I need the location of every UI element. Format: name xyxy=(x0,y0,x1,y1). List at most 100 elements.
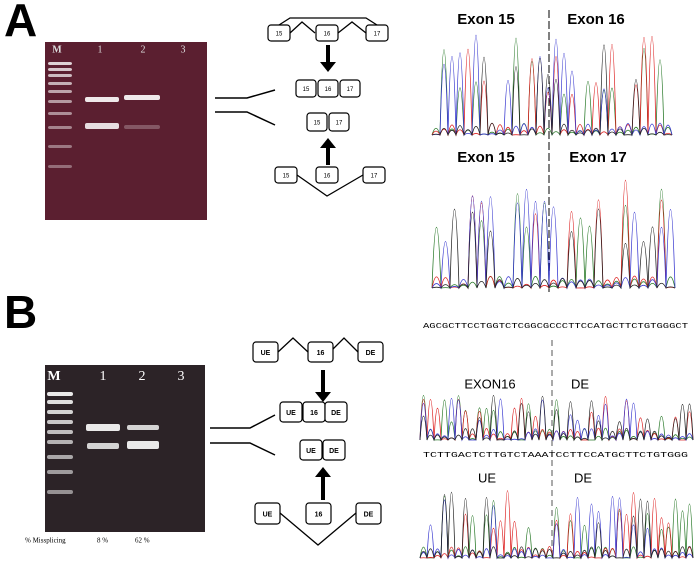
arrow xyxy=(315,392,331,402)
gel-band xyxy=(47,410,73,414)
gel-band xyxy=(47,470,73,474)
gel-band xyxy=(47,400,73,404)
exon-box xyxy=(355,502,382,525)
missplicing-label: % Missplicing xyxy=(25,537,66,545)
exon-box xyxy=(299,439,323,461)
gel-band xyxy=(124,125,160,129)
gel-band xyxy=(47,420,73,424)
gel-band xyxy=(47,440,73,444)
gel-image xyxy=(45,42,207,220)
exon-name: Exon 17 xyxy=(569,149,627,166)
intron-line xyxy=(337,21,367,34)
gel-band xyxy=(47,430,73,434)
chromatogram-trace xyxy=(419,490,694,560)
exon-name: UE xyxy=(478,470,496,485)
gel-band xyxy=(48,112,72,115)
exon-label: 15 xyxy=(314,121,321,127)
gel-band xyxy=(85,123,119,129)
exon-name: DE xyxy=(571,376,589,391)
gel-band xyxy=(48,100,72,103)
gel-band xyxy=(127,441,159,449)
exon-label: 17 xyxy=(336,121,343,127)
gel-band xyxy=(47,392,73,396)
intron-line xyxy=(296,174,364,197)
exon-label: 16 xyxy=(315,511,323,518)
exon-box xyxy=(365,24,389,42)
exon-label: DE xyxy=(329,448,339,455)
exon-label: UE xyxy=(306,448,316,455)
lane-label: 3 xyxy=(181,44,186,55)
exon-label: 17 xyxy=(347,87,354,93)
gel-band xyxy=(86,424,120,431)
exon-label: DE xyxy=(331,410,341,417)
exon-label: 16 xyxy=(325,87,332,93)
panel-label: B xyxy=(4,286,37,338)
gel-band xyxy=(47,490,73,494)
intron-line xyxy=(289,21,316,34)
exon-box xyxy=(305,502,332,525)
exon-box xyxy=(295,79,317,98)
exon-label: 16 xyxy=(324,174,331,180)
panel-label: A xyxy=(4,0,37,46)
gel-band xyxy=(48,145,72,148)
intron-line xyxy=(279,512,357,546)
gel-band xyxy=(48,82,72,85)
missplicing-value: 62 % xyxy=(135,537,150,545)
gel-band xyxy=(48,68,72,71)
exon-label: UE xyxy=(286,410,296,417)
intron-line xyxy=(329,337,359,353)
gel-band xyxy=(127,425,159,430)
exon-name: Exon 15 xyxy=(457,149,515,166)
lane-label: 1 xyxy=(100,369,107,384)
exon-label: 16 xyxy=(317,350,325,357)
exon-label: 17 xyxy=(371,174,378,180)
exon-label: 15 xyxy=(283,174,290,180)
gel-band xyxy=(48,74,72,77)
exon-box xyxy=(315,24,339,42)
lane-label: 2 xyxy=(139,369,146,384)
exon-name: Exon 15 xyxy=(457,11,515,28)
chromatogram-trace xyxy=(419,398,694,442)
exon-box xyxy=(315,166,339,184)
gel-band xyxy=(48,126,72,129)
exon-label: 16 xyxy=(324,32,331,38)
exon-box xyxy=(357,341,384,363)
exon-box xyxy=(274,166,298,184)
sequence: TCTTGACTCTTGTCTAAATCCTTCCATGCTTCTGTGGG xyxy=(423,452,689,460)
exon-box xyxy=(279,401,303,423)
gel-band xyxy=(48,90,72,93)
gel-band xyxy=(85,97,119,102)
lane-label: 3 xyxy=(178,369,185,384)
arrow xyxy=(315,467,331,477)
gel-band xyxy=(48,62,72,65)
gel-band xyxy=(48,165,72,168)
gel-image xyxy=(45,365,205,532)
exon-box xyxy=(307,341,334,363)
exon-label: UE xyxy=(263,511,273,518)
exon-name: EXON16 xyxy=(464,376,515,391)
intron-line xyxy=(277,337,309,353)
arrow xyxy=(320,62,336,72)
gel-band xyxy=(124,95,160,100)
chromatogram-trace xyxy=(431,44,673,137)
gel-band xyxy=(47,455,73,459)
gel-band xyxy=(87,443,119,449)
exon-box xyxy=(306,112,328,132)
exon-label: 15 xyxy=(276,32,283,38)
lane-label: M xyxy=(52,44,62,55)
arrow xyxy=(320,138,336,148)
missplicing-value: 8 % xyxy=(97,537,108,545)
exon-box xyxy=(252,341,279,363)
exon-label: DE xyxy=(366,350,376,357)
exon-box xyxy=(317,79,339,98)
connector-lines xyxy=(210,89,276,456)
exon-box xyxy=(254,502,281,525)
exon-label: 16 xyxy=(310,410,318,417)
sequence: AGCGCTTCCTGGTCTCGGCGCCCTTCCATGCTTCTGTGGG… xyxy=(423,323,689,331)
intron-line xyxy=(278,17,378,26)
exon-label: DE xyxy=(364,511,374,518)
exon-box xyxy=(324,401,348,423)
exon-name: Exon 16 xyxy=(567,11,625,28)
exon-label: 17 xyxy=(374,32,381,38)
